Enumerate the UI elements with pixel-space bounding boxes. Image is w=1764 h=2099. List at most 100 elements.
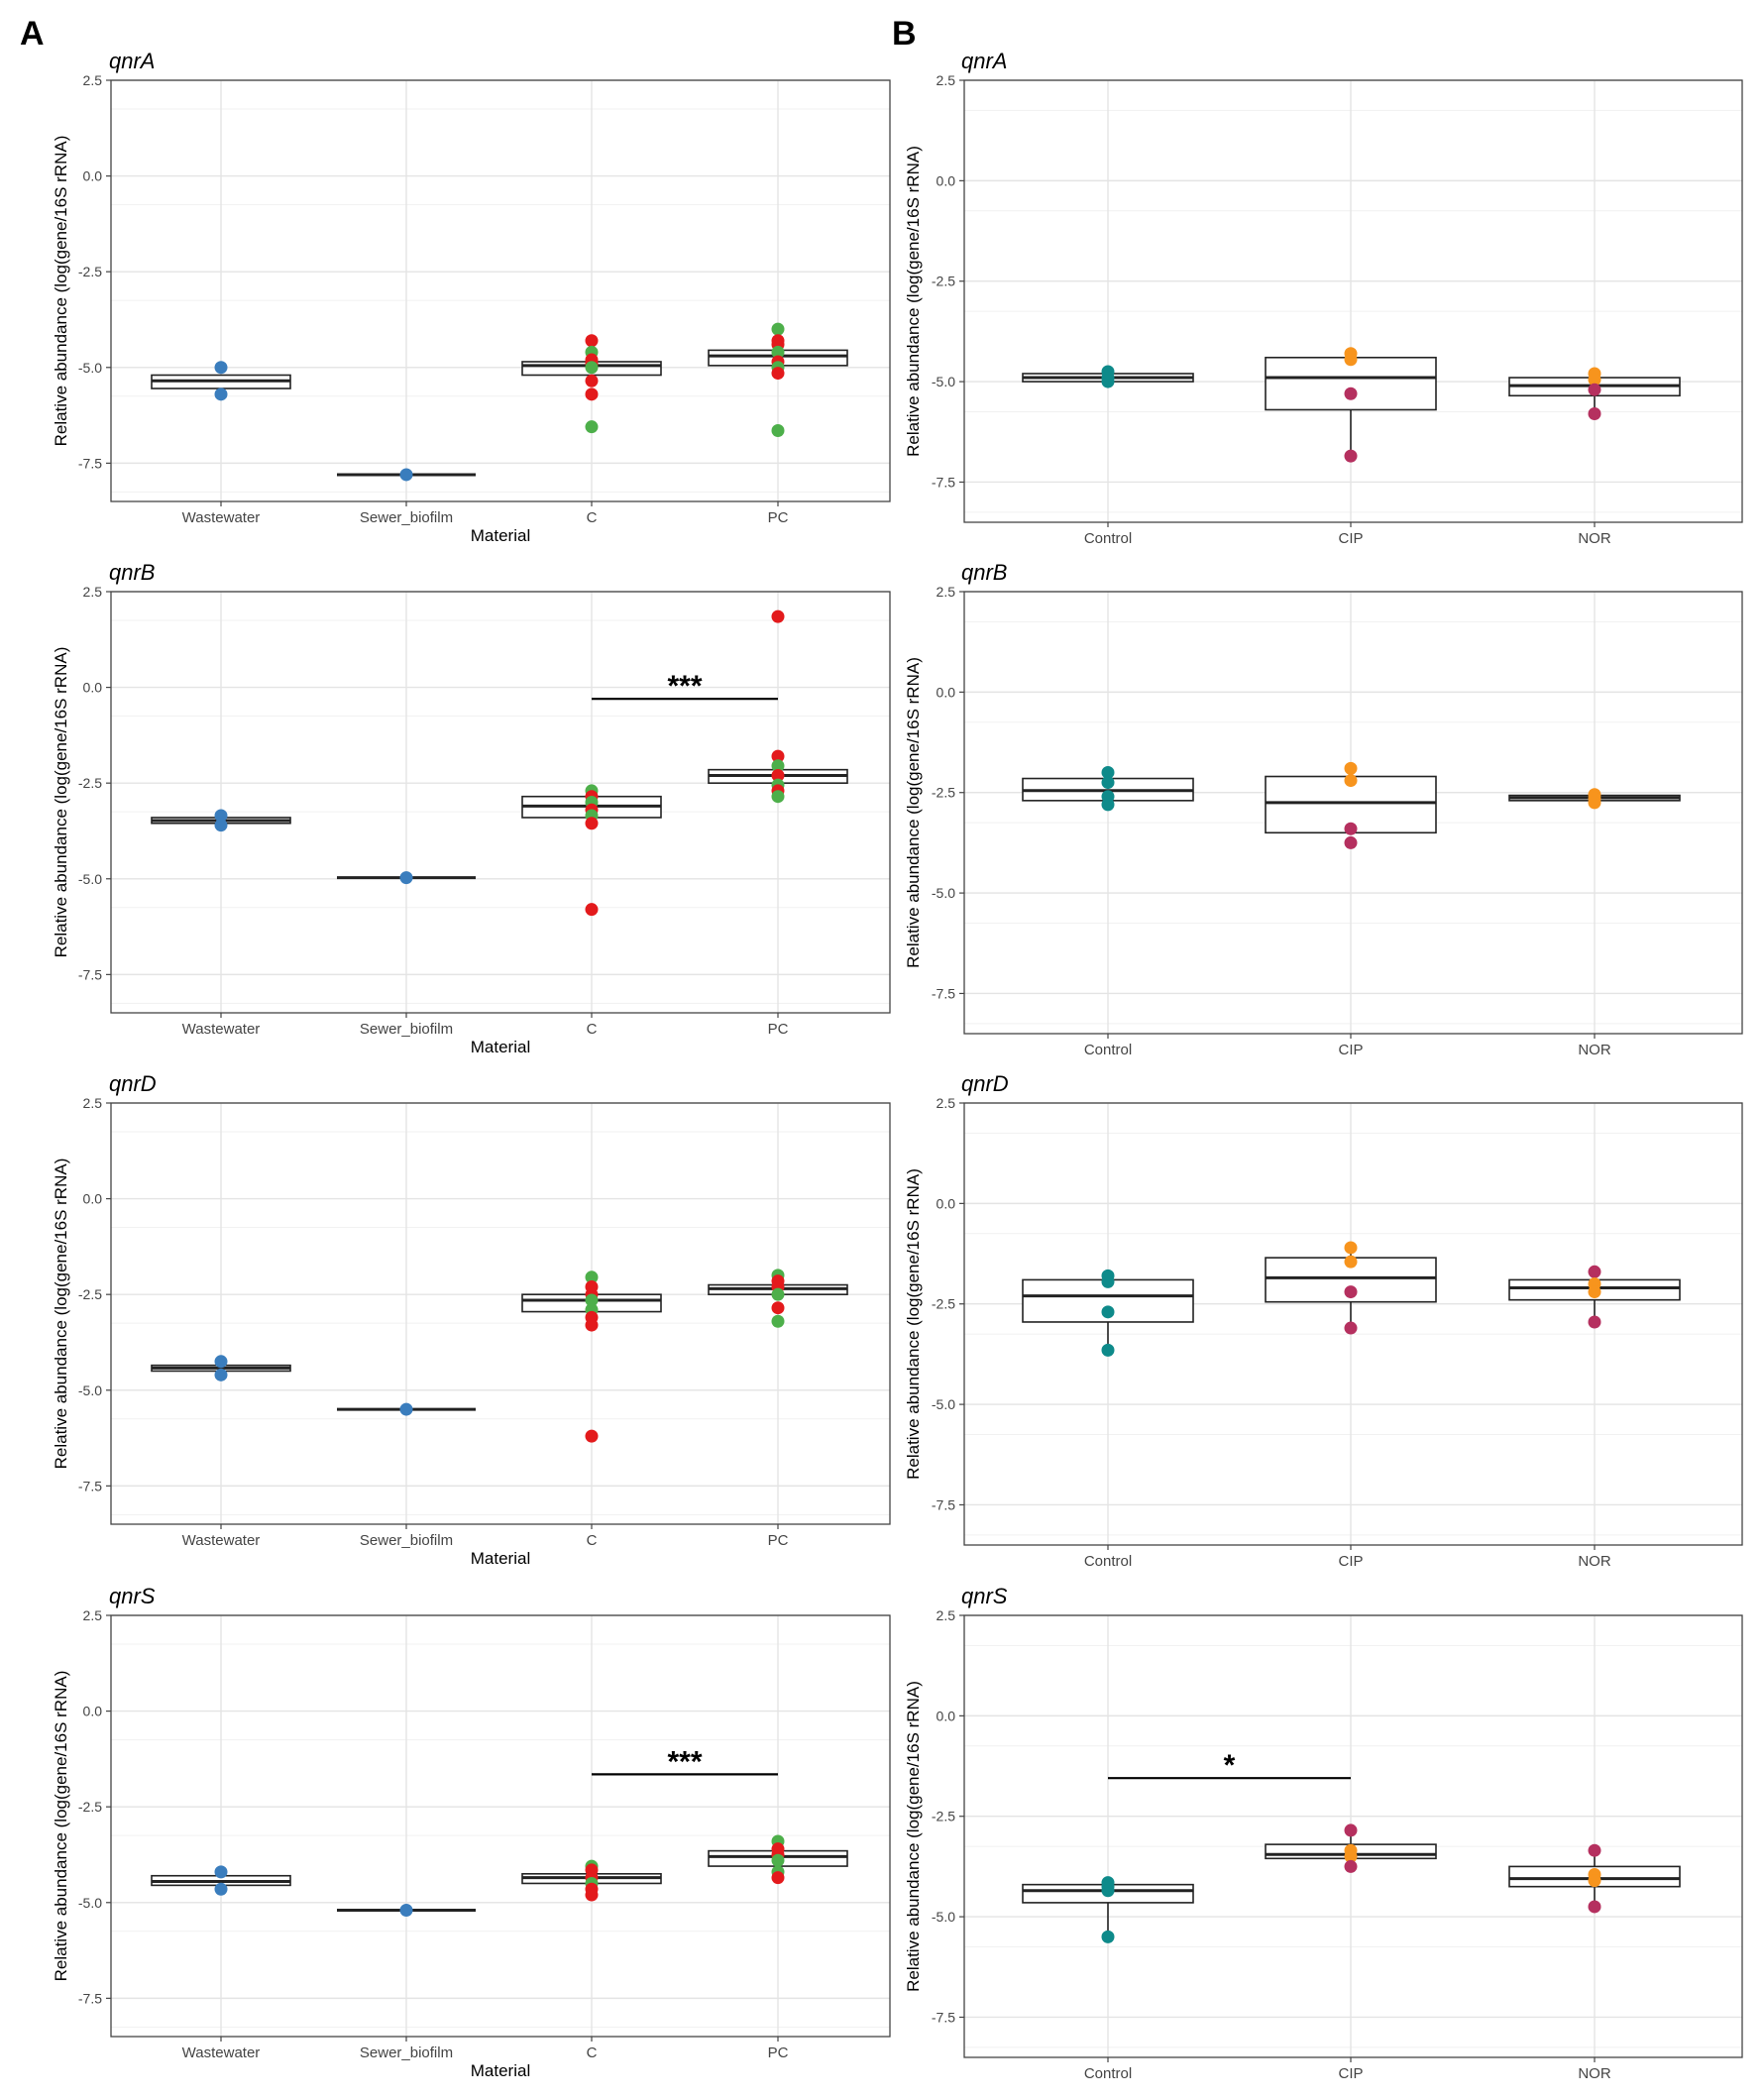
x-tick-label: PC — [768, 509, 789, 526]
y-axis-label: Relative abundance (log(gene/16S rRNA) — [904, 1168, 923, 1480]
y-tick-label: -5.0 — [78, 871, 102, 887]
y-tick-label: -5.0 — [78, 360, 102, 376]
data-point — [771, 1853, 785, 1867]
data-point — [1588, 1315, 1601, 1329]
significance-label: * — [1224, 1749, 1236, 1782]
data-point — [1344, 835, 1358, 849]
data-point — [771, 1287, 785, 1301]
data-point — [771, 322, 785, 336]
y-axis-label: Relative abundance (log(gene/16S rRNA) — [52, 1671, 70, 1982]
plot-frame — [110, 591, 891, 1014]
x-axis-label: Material — [471, 526, 530, 545]
x-tick-label: C — [587, 509, 598, 526]
data-point — [1101, 375, 1115, 388]
box — [1265, 356, 1437, 411]
y-tick-label: 2.5 — [937, 1607, 956, 1623]
data-point — [771, 790, 785, 804]
y-tick-label: -7.5 — [932, 985, 955, 1001]
data-point — [214, 1355, 228, 1369]
y-tick-label: 0.0 — [83, 680, 103, 696]
data-point — [1344, 387, 1358, 400]
y-tick-label: -7.5 — [78, 966, 102, 982]
data-point — [771, 1871, 785, 1885]
y-tick-label: 2.5 — [83, 1095, 103, 1111]
data-point — [771, 345, 785, 359]
data-point — [1344, 774, 1358, 788]
data-point — [585, 1293, 599, 1307]
x-tick-label: PC — [768, 2044, 789, 2061]
y-tick-label: -2.5 — [932, 1296, 955, 1312]
data-point — [585, 420, 599, 434]
data-point — [771, 609, 785, 623]
y-tick-label: -5.0 — [932, 1909, 955, 1925]
y-tick-label: -2.5 — [932, 785, 955, 801]
x-tick-label: Sewer_biofilm — [360, 1021, 453, 1038]
data-point — [1101, 1343, 1115, 1357]
y-axis-label: Relative abundance (log(gene/16S rRNA) — [904, 146, 923, 457]
y-tick-label: 0.0 — [83, 168, 103, 184]
gene-title: qnrD — [109, 1071, 157, 1096]
y-tick-label: -7.5 — [932, 2009, 955, 2025]
data-point — [585, 1318, 599, 1332]
y-axis-label: Relative abundance (log(gene/16S rRNA) — [52, 1159, 70, 1470]
gene-title: qnrA — [109, 49, 155, 73]
x-tick-label: Sewer_biofilm — [360, 2044, 453, 2061]
data-point — [585, 1429, 599, 1443]
y-tick-label: 2.5 — [83, 1607, 103, 1623]
data-point — [1588, 383, 1601, 396]
data-point — [1344, 1849, 1358, 1863]
data-point — [1588, 1285, 1601, 1299]
y-tick-label: 0.0 — [83, 1704, 103, 1719]
data-point — [1344, 353, 1358, 367]
data-point — [1344, 761, 1358, 775]
data-point — [585, 903, 599, 917]
chart-b-qnrB: 2.5 0.0 -2.5 -5.0 -7.5 Control CIP NOR qnrB Relat… — [904, 560, 1743, 1058]
significance-label: *** — [667, 1745, 702, 1778]
data-point — [1588, 1900, 1601, 1914]
charts-container: 2.5 0.0 -2.5 -5.0 -7.5 Wastewater Sewer_biofil… — [52, 49, 1743, 2082]
data-point — [214, 809, 228, 823]
y-tick-label: 2.5 — [937, 1095, 956, 1111]
data-point — [771, 768, 785, 782]
chart-a-qnrS: 2.5 0.0 -2.5 -5.0 -7.5 Wastewater Sewer_biofil… — [52, 1584, 891, 2080]
y-axis-label: Relative abundance (log(gene/16S rRNA) — [904, 1681, 923, 1992]
x-tick-label: NOR — [1578, 1042, 1611, 1058]
panel-label-b: B — [892, 15, 917, 53]
y-tick-label: 0.0 — [937, 1195, 956, 1211]
data-point — [585, 387, 599, 401]
plot-frame — [963, 1102, 1743, 1546]
chart-a-qnrD: 2.5 0.0 -2.5 -5.0 -7.5 Wastewater Sewer_biofil… — [52, 1071, 891, 1568]
chart-a-qnrB: 2.5 0.0 -2.5 -5.0 -7.5 Wastewater Sewer_biofil… — [52, 560, 891, 1056]
data-point — [214, 361, 228, 375]
significance-label: *** — [667, 670, 702, 703]
data-point — [1588, 1874, 1601, 1888]
y-tick-label: -5.0 — [932, 885, 955, 901]
data-point — [771, 367, 785, 381]
data-point — [771, 424, 785, 438]
data-point — [585, 334, 599, 348]
x-tick-label: Control — [1084, 1042, 1132, 1058]
gene-title: qnrA — [961, 49, 1007, 73]
data-point — [585, 374, 599, 387]
x-tick-label: PC — [768, 1021, 789, 1038]
data-point — [1344, 1285, 1358, 1299]
data-point — [214, 1865, 228, 1879]
x-tick-label: C — [587, 1532, 598, 1549]
data-point — [1344, 822, 1358, 835]
y-tick-label: 0.0 — [937, 1708, 956, 1723]
y-tick-label: -7.5 — [78, 1478, 102, 1493]
y-tick-label: -2.5 — [78, 1286, 102, 1302]
y-tick-label: -2.5 — [932, 1809, 955, 1824]
y-tick-label: 2.5 — [83, 72, 103, 88]
data-point — [771, 1314, 785, 1328]
data-point — [585, 361, 599, 375]
data-point — [1344, 1859, 1358, 1873]
x-tick-label: Wastewater — [182, 1532, 261, 1549]
x-tick-label: CIP — [1338, 2065, 1363, 2082]
data-point — [214, 1882, 228, 1896]
plot-frame — [963, 1614, 1743, 2058]
x-axis-label: Material — [471, 1549, 530, 1568]
plot-frame — [110, 79, 891, 502]
chart-b-qnrD: 2.5 0.0 -2.5 -5.0 -7.5 Control CIP NOR qnrD Relat… — [904, 1071, 1743, 1570]
x-tick-label: Wastewater — [182, 2044, 261, 2061]
